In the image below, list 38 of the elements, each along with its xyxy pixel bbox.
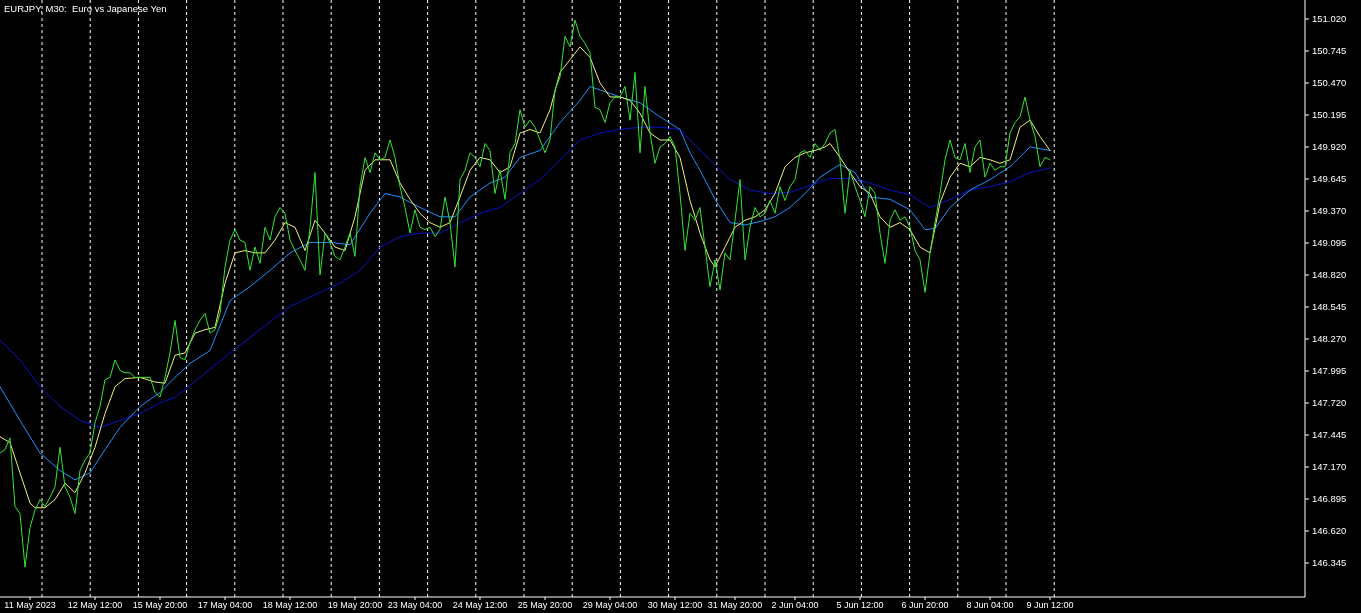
y-tick-label: 149.095 bbox=[1312, 237, 1347, 249]
y-tick-label: 148.820 bbox=[1312, 269, 1347, 281]
chart-title: EURJPY, M30: Euro vs Japanese Yen bbox=[4, 3, 167, 14]
y-tick-label: 149.645 bbox=[1312, 173, 1347, 185]
y-tick-label: 147.445 bbox=[1312, 429, 1347, 441]
y-tick-label: 146.620 bbox=[1312, 525, 1347, 537]
y-tick-label: 147.170 bbox=[1312, 461, 1347, 473]
x-tick-label: 29 May 04:00 bbox=[582, 600, 638, 610]
y-tick-label: 147.995 bbox=[1312, 365, 1347, 377]
line-series bbox=[0, 19, 1051, 568]
line-series bbox=[0, 126, 1051, 428]
x-tick-label: 2 Jun 04:00 bbox=[771, 600, 819, 610]
x-tick-label: 23 May 04:00 bbox=[387, 600, 443, 610]
x-tick-label: 18 May 12:00 bbox=[262, 600, 318, 610]
y-tick-label: 147.720 bbox=[1312, 397, 1347, 409]
x-tick-label: 31 May 20:00 bbox=[707, 600, 763, 610]
y-tick-label: 151.020 bbox=[1312, 13, 1347, 25]
x-tick-label: 5 Jun 12:00 bbox=[836, 600, 884, 610]
x-tick-label: 11 May 2023 bbox=[4, 600, 56, 610]
y-tick-label: 146.895 bbox=[1312, 493, 1347, 505]
x-tick-label: 24 May 12:00 bbox=[452, 600, 508, 610]
x-tick-label: 9 Jun 12:00 bbox=[1026, 600, 1074, 610]
x-tick-label: 12 May 12:00 bbox=[67, 600, 123, 610]
x-tick-label: 30 May 12:00 bbox=[647, 600, 703, 610]
y-tick-label: 150.745 bbox=[1312, 45, 1347, 57]
y-tick-label: 150.195 bbox=[1312, 109, 1347, 121]
y-tick-label: 146.345 bbox=[1312, 557, 1347, 569]
y-tick-label: 149.370 bbox=[1312, 205, 1347, 217]
y-tick-label: 149.920 bbox=[1312, 141, 1347, 153]
x-tick-label: 19 May 20:00 bbox=[327, 600, 383, 610]
y-tick-label: 148.545 bbox=[1312, 301, 1347, 313]
x-tick-label: 6 Jun 20:00 bbox=[901, 600, 949, 610]
x-tick-label: 15 May 20:00 bbox=[132, 600, 188, 610]
x-tick-label: 17 May 04:00 bbox=[197, 600, 253, 610]
x-tick-label: 8 Jun 04:00 bbox=[966, 600, 1014, 610]
y-tick-label: 150.470 bbox=[1312, 77, 1347, 89]
y-tick-label: 148.270 bbox=[1312, 333, 1347, 345]
x-tick-label: 25 May 20:00 bbox=[517, 600, 573, 610]
